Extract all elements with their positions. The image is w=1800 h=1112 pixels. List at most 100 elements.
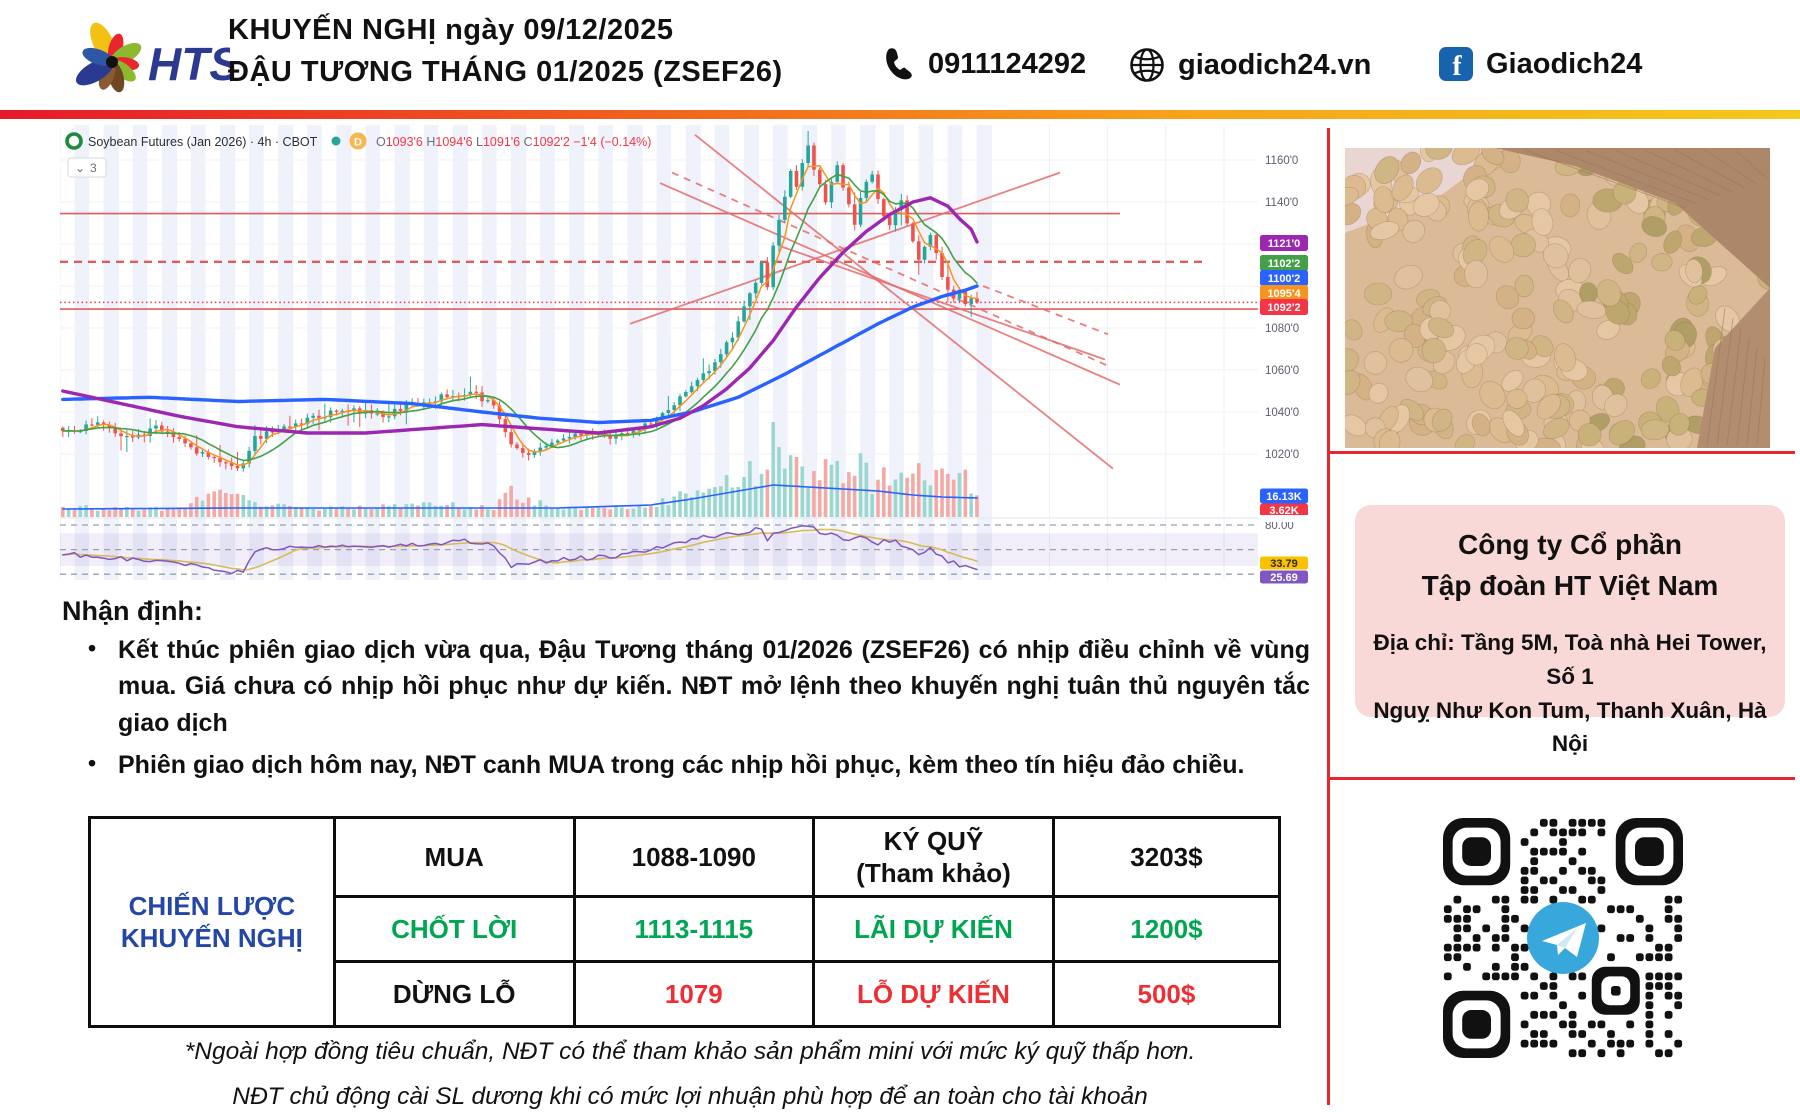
ohlc-readout: O1093'6 H1094'6 L1091'6 C1092'2 −1'4 (−0…: [376, 135, 651, 149]
company-name-line1: Công ty Cổ phần: [1458, 529, 1682, 560]
svg-text:1060'0: 1060'0: [1265, 365, 1299, 377]
cell-margin-amount: 3203$: [1051, 816, 1282, 898]
telegram-icon: [1527, 902, 1599, 974]
cell-profit-label: LÃI DỰ KIẾN: [812, 895, 1055, 963]
cell-action-takeprofit: CHỐT LỜI: [332, 895, 576, 963]
axis-badge: 1092'2: [1260, 299, 1308, 315]
qr-code-image: [1443, 818, 1683, 1058]
chart-legend: Soybean Futures (Jan 2026) · 4h · CBOT D O…: [65, 132, 651, 178]
contact-facebook[interactable]: f Giaodich24: [1438, 46, 1642, 82]
axis-badge: 33.79: [1260, 556, 1308, 570]
cell-loss-amount: 500$: [1051, 960, 1282, 1028]
svg-text:1095'4: 1095'4: [1267, 288, 1301, 300]
trendlines: [60, 134, 1258, 470]
axis-badge: 1095'4: [1260, 285, 1308, 301]
header-title: KHUYẾN NGHỊ ngày 09/12/2025 ĐẬU TƯƠNG TH…: [228, 14, 868, 89]
axis-badge: 3.62K: [1260, 503, 1308, 517]
axis-badge: 25.69: [1260, 570, 1308, 584]
website-text: giaodich24.vn: [1178, 48, 1372, 81]
svg-text:⌄: ⌄: [75, 161, 85, 175]
margin-label-line2: (Tham khảo): [856, 858, 1011, 888]
telegram-qr-code[interactable]: [1443, 818, 1683, 1058]
axis-badge: 1100'2: [1260, 270, 1308, 286]
strategy-label-line1: CHIẾN LƯỢC: [128, 890, 296, 921]
svg-text:33.79: 33.79: [1270, 558, 1298, 570]
page-title: KHUYẾN NGHỊ ngày 09/12/2025: [228, 14, 674, 46]
svg-text:1040'0: 1040'0: [1265, 407, 1299, 419]
svg-text:1121'0: 1121'0: [1268, 238, 1301, 250]
tradingview-chart-canvas[interactable]: 1160'0 1140'0 1080'0 1060'0 1040'0 1020'0 80.0…: [59, 125, 1310, 585]
cell-buy-zone: 1088-1090: [572, 816, 816, 898]
cell-action-buy: MUA: [332, 816, 576, 898]
interval-badge[interactable]: D: [349, 132, 367, 150]
symbol-name: Soybean Futures (Jan 2026) · 4h · CBOT: [88, 135, 318, 149]
list-item: • Phiên giao dịch hôm nay, NĐT canh MUA …: [88, 747, 1310, 783]
moving-averages: [61, 164, 979, 466]
analysis-bullets: • Kết thúc phiên giao dịch vừa qua, Đậu …: [88, 632, 1310, 789]
source-dot-icon: [331, 136, 341, 146]
axis-badge: 1102'2: [1260, 255, 1308, 271]
soybean-photo: [1331, 133, 1782, 462]
table-row: CHIẾN LƯỢC KHUYẾN NGHỊ MUA 1088-1090 KÝ …: [88, 816, 1282, 1028]
cell-action-stoploss: DỪNG LỖ: [332, 960, 576, 1028]
svg-text:HTS: HTS: [148, 38, 230, 90]
svg-text:16.13K: 16.13K: [1266, 491, 1302, 503]
svg-text:f: f: [1452, 51, 1462, 82]
table-row: DỪNG LỖ 1079 LỖ DỰ KIẾN 500$: [90, 960, 1282, 1028]
axis-badge: 16.13K: [1260, 488, 1308, 504]
footnote-1: *Ngoài hợp đồng tiêu chuẩn, NĐT có thể t…: [184, 1038, 1196, 1065]
company-address-line2: Nguỵ Như Kon Tum, Thanh Xuân, Hà Nội: [1373, 697, 1767, 757]
footnotes: *Ngoài hợp đồng tiêu chuẩn, NĐT có thể t…: [95, 1034, 1285, 1112]
svg-text:1102'2: 1102'2: [1268, 258, 1301, 270]
page-subtitle: ĐẬU TƯƠNG THÁNG 01/2025 (ZSEF26): [228, 56, 783, 88]
collapse-toggle[interactable]: ⌄ 3: [67, 157, 107, 178]
bullet-icon: •: [88, 635, 97, 661]
cell-takeprofit-zone: 1113-1115: [572, 895, 816, 963]
svg-text:1140'0: 1140'0: [1265, 197, 1298, 209]
hts-logo: HTS: [50, 8, 240, 106]
svg-text:1160'0: 1160'0: [1265, 155, 1298, 167]
company-address-line1: Địa chỉ: Tầng 5M, Toà nhà Hei Tower, Số …: [1373, 630, 1767, 689]
phone-icon: [886, 48, 912, 80]
company-address: Địa chỉ: Tầng 5M, Toà nhà Hei Tower, Số …: [1355, 606, 1785, 761]
phone-number: 0911124292: [928, 47, 1087, 80]
svg-text:3: 3: [90, 161, 97, 175]
footnote-2: NĐT chủ động cài SL dương khi có mức lợi…: [232, 1082, 1148, 1110]
horizontal-divider: [1330, 777, 1795, 780]
svg-text:3.62K: 3.62K: [1269, 505, 1298, 517]
contact-website[interactable]: giaodich24.vn: [1128, 46, 1371, 84]
symbol-logo-icon: [65, 132, 83, 150]
svg-text:25.69: 25.69: [1270, 572, 1298, 584]
facebook-text: Giaodich24: [1486, 47, 1643, 80]
margin-label-line1: KÝ QUỸ: [883, 825, 984, 856]
svg-text:80.00: 80.00: [1265, 520, 1294, 532]
bullet-icon: •: [88, 749, 97, 776]
strategy-label-cell: CHIẾN LƯỢC KHUYẾN NGHỊ: [88, 816, 336, 1028]
header-accent-bar: [0, 110, 1800, 119]
facebook-icon: f: [1439, 47, 1473, 82]
tradingview-chart: 1160'0 1140'0 1080'0 1060'0 1040'0 1020'0 80.0…: [59, 125, 1310, 585]
analysis-bullet-2: Phiên giao dịch hôm nay, NĐT canh MUA tr…: [118, 750, 1245, 779]
list-item: • Kết thúc phiên giao dịch vừa qua, Đậu …: [88, 632, 1310, 741]
vertical-divider: [1327, 128, 1330, 1105]
horizontal-divider: [1330, 451, 1795, 454]
strategy-label-line2: KHUYẾN NGHỊ: [120, 923, 303, 953]
strategy-table: CHIẾN LƯỢC KHUYẾN NGHỊ MUA 1088-1090 KÝ …: [88, 816, 1282, 1028]
cell-loss-label: LỖ DỰ KIẾN: [812, 960, 1055, 1028]
volume-bars: [61, 422, 979, 517]
company-name-line2: Tập đoàn HT Việt Nam: [1421, 569, 1719, 601]
company-card: Công ty Cổ phần Tập đoàn HT Việt Nam Địa…: [1355, 505, 1785, 756]
globe-icon: [1130, 48, 1164, 82]
price-axis: 1160'0 1140'0 1080'0 1060'0 1040'0 1020'0 80.0…: [1258, 155, 1310, 584]
svg-text:1092'2: 1092'2: [1267, 302, 1300, 314]
svg-text:D: D: [354, 137, 362, 149]
contact-phone: 0911124292: [882, 46, 1086, 82]
axis-badge: 1121'0: [1260, 235, 1308, 251]
table-row: CHỐT LỜI 1113-1115 LÃI DỰ KIẾN 1200$: [90, 895, 1282, 963]
svg-text:1100'2: 1100'2: [1268, 273, 1301, 285]
cell-stoploss-value: 1079: [572, 960, 816, 1028]
chart-background: [59, 125, 1258, 580]
analysis-bullet-1: Kết thúc phiên giao dịch vừa qua, Đậu Tư…: [118, 636, 1310, 737]
analysis-heading: Nhận định:: [62, 596, 203, 626]
